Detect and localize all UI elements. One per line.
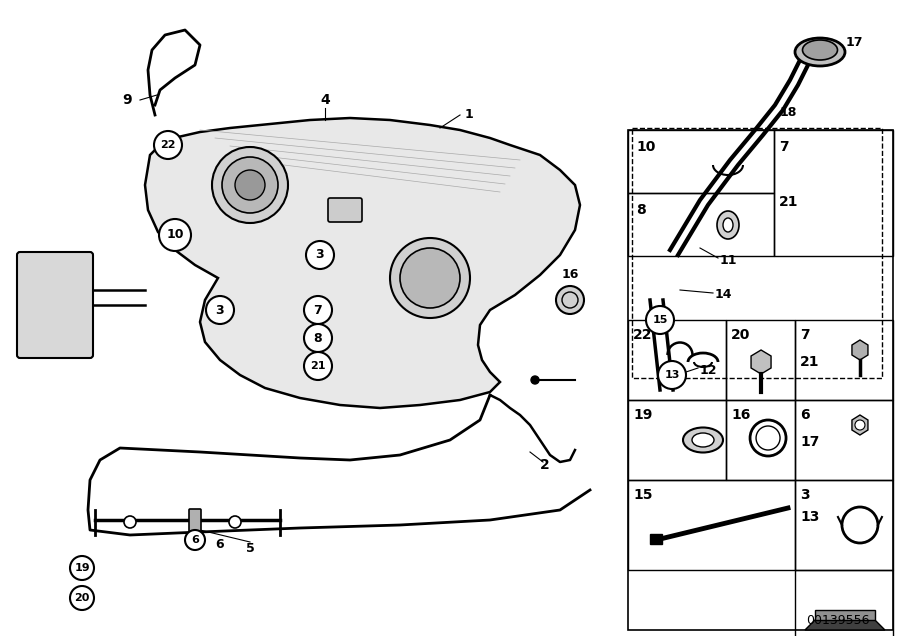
Circle shape [206, 296, 234, 324]
Text: 16: 16 [731, 408, 751, 422]
Bar [795, 480, 893, 570]
Text: 21: 21 [778, 195, 798, 209]
Circle shape [222, 157, 278, 213]
Text: 10: 10 [636, 140, 655, 154]
Text: 2: 2 [540, 458, 550, 472]
Circle shape [646, 306, 674, 334]
Text: 1: 1 [465, 109, 473, 121]
Bar [795, 320, 893, 400]
Circle shape [306, 241, 334, 269]
Text: 5: 5 [246, 541, 255, 555]
Text: 20: 20 [731, 328, 751, 342]
Circle shape [212, 147, 288, 223]
Bar [774, 130, 893, 256]
Text: 6: 6 [800, 408, 810, 422]
Circle shape [304, 352, 332, 380]
Circle shape [159, 219, 191, 251]
Text: 14: 14 [715, 289, 733, 301]
Bar [628, 130, 893, 630]
Circle shape [124, 516, 136, 528]
FancyBboxPatch shape [17, 252, 93, 358]
Circle shape [70, 586, 94, 610]
Text: 00139556: 00139556 [806, 614, 870, 627]
FancyBboxPatch shape [328, 198, 362, 222]
Ellipse shape [683, 427, 723, 452]
Text: 16: 16 [562, 268, 579, 282]
Text: 21: 21 [800, 355, 820, 369]
Polygon shape [815, 610, 875, 620]
Text: 8: 8 [636, 203, 646, 217]
Text: 19: 19 [74, 563, 90, 573]
Bar [628, 193, 774, 256]
Polygon shape [805, 620, 885, 630]
FancyBboxPatch shape [189, 509, 201, 536]
Ellipse shape [717, 211, 739, 239]
Text: 3: 3 [800, 488, 810, 502]
Text: 20: 20 [75, 593, 90, 603]
Text: 17: 17 [846, 36, 863, 48]
Circle shape [390, 238, 470, 318]
Text: 3: 3 [316, 249, 324, 261]
Ellipse shape [803, 40, 838, 60]
Circle shape [304, 296, 332, 324]
Bar [628, 400, 726, 480]
Text: 13: 13 [800, 510, 819, 524]
Bar [628, 480, 795, 570]
Circle shape [658, 361, 686, 389]
Bar [650, 534, 662, 544]
Text: 21: 21 [310, 361, 326, 371]
Polygon shape [852, 340, 868, 360]
Bar [726, 400, 795, 480]
Text: 12: 12 [700, 364, 717, 377]
Text: 4: 4 [320, 93, 330, 107]
Text: 3: 3 [216, 303, 224, 317]
Circle shape [855, 420, 865, 430]
Text: 11: 11 [720, 254, 737, 266]
Ellipse shape [692, 433, 714, 447]
Text: 22: 22 [633, 328, 652, 342]
Circle shape [229, 516, 241, 528]
Circle shape [556, 286, 584, 314]
Text: 15: 15 [633, 488, 652, 502]
Circle shape [400, 248, 460, 308]
Text: 6: 6 [191, 535, 199, 545]
Bar [726, 320, 795, 400]
Text: 7: 7 [778, 140, 788, 154]
Bar [632, 128, 882, 378]
Polygon shape [145, 118, 580, 408]
Text: 17: 17 [800, 435, 819, 449]
Bar [795, 400, 893, 480]
Text: 10: 10 [166, 228, 184, 242]
Circle shape [531, 376, 539, 384]
Text: 6: 6 [216, 539, 224, 551]
Polygon shape [751, 350, 771, 374]
Circle shape [304, 324, 332, 352]
Text: 9: 9 [122, 93, 132, 107]
Circle shape [70, 556, 94, 580]
Text: 7: 7 [313, 303, 322, 317]
Text: 7: 7 [800, 328, 810, 342]
Text: 18: 18 [780, 106, 797, 118]
Text: 13: 13 [664, 370, 680, 380]
Bar [628, 130, 774, 193]
Ellipse shape [723, 218, 733, 232]
Polygon shape [852, 415, 868, 435]
Text: 8: 8 [314, 331, 322, 345]
Ellipse shape [795, 38, 845, 66]
Text: 22: 22 [160, 140, 176, 150]
Bar [795, 570, 893, 636]
Bar [628, 320, 726, 400]
Circle shape [154, 131, 182, 159]
Text: 19: 19 [633, 408, 652, 422]
Circle shape [185, 530, 205, 550]
Circle shape [235, 170, 265, 200]
Text: 15: 15 [652, 315, 668, 325]
